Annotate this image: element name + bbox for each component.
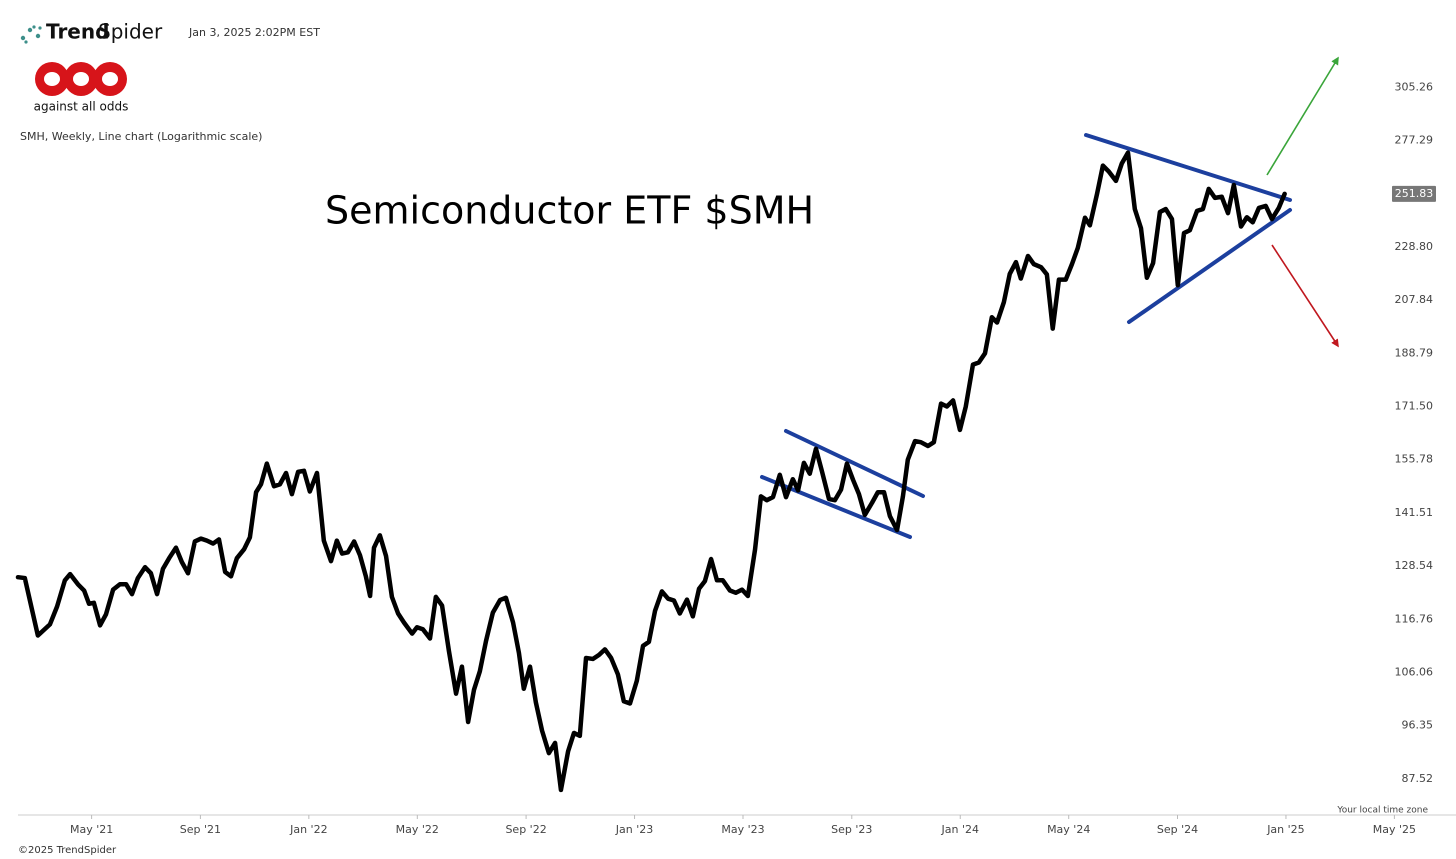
logo	[35, 62, 127, 96]
y-tick-label: 87.52	[1402, 772, 1434, 785]
x-tick-label: Jan '22	[289, 823, 327, 836]
logo-text: against all odds	[34, 100, 129, 114]
x-tick-label: May '24	[1047, 823, 1090, 836]
price-tag-label: 251.83	[1395, 187, 1434, 200]
timestamp: Jan 3, 2025 2:02PM EST	[188, 26, 320, 39]
y-tick-label: 155.78	[1395, 453, 1434, 466]
y-tick-label: 188.79	[1395, 346, 1434, 359]
y-tick-label: 116.76	[1395, 612, 1434, 625]
up-arrow	[1266, 56, 1339, 176]
timezone-note: Your local time zone	[1336, 806, 1428, 816]
trendlines	[760, 133, 1292, 539]
copyright: ©2025 TrendSpider	[18, 845, 117, 856]
plot: 87.52 96.35 106.06 116.76 128.54 141.51 155.78…	[15, 80, 1436, 836]
x-tick-label: Jan '23	[615, 823, 653, 836]
brand-icon	[20, 25, 42, 44]
chart-title: Semiconductor ETF $SMH	[325, 189, 814, 233]
x-tick-label: May '21	[70, 823, 113, 836]
brand-light: Spider	[98, 20, 163, 44]
y-tick-label: 96.35	[1402, 719, 1434, 732]
brand-bold: Trend	[46, 20, 109, 44]
x-tick-label: Jan '25	[1266, 823, 1304, 836]
x-tick-label: Sep '22	[505, 823, 546, 836]
price-line	[15, 150, 1287, 793]
y-tick-label: 171.50	[1395, 400, 1434, 413]
x-tick-label: May '22	[396, 823, 439, 836]
y-tick-label: 106.06	[1395, 666, 1434, 679]
y-tick-label: 305.26	[1395, 80, 1434, 93]
x-tick-label: May '25	[1373, 823, 1416, 836]
y-tick-label: 277.29	[1395, 134, 1434, 147]
price-tag	[1392, 185, 1436, 202]
x-tick-label: Jan '24	[941, 823, 979, 836]
down-arrow	[1271, 244, 1339, 348]
y-tick-label: 228.80	[1395, 240, 1434, 253]
x-tick-label: May '23	[721, 823, 764, 836]
x-tick-label: Sep '21	[180, 823, 221, 836]
y-tick-label: 141.51	[1395, 506, 1434, 519]
x-tick-label: Sep '24	[1157, 823, 1198, 836]
y-tick-label: 128.54	[1395, 559, 1434, 572]
y-tick-label: 207.84	[1395, 293, 1434, 306]
chart-subtitle: SMH, Weekly, Line chart (Logarithmic sca…	[20, 130, 262, 143]
x-tick-label: Sep '23	[831, 823, 872, 836]
